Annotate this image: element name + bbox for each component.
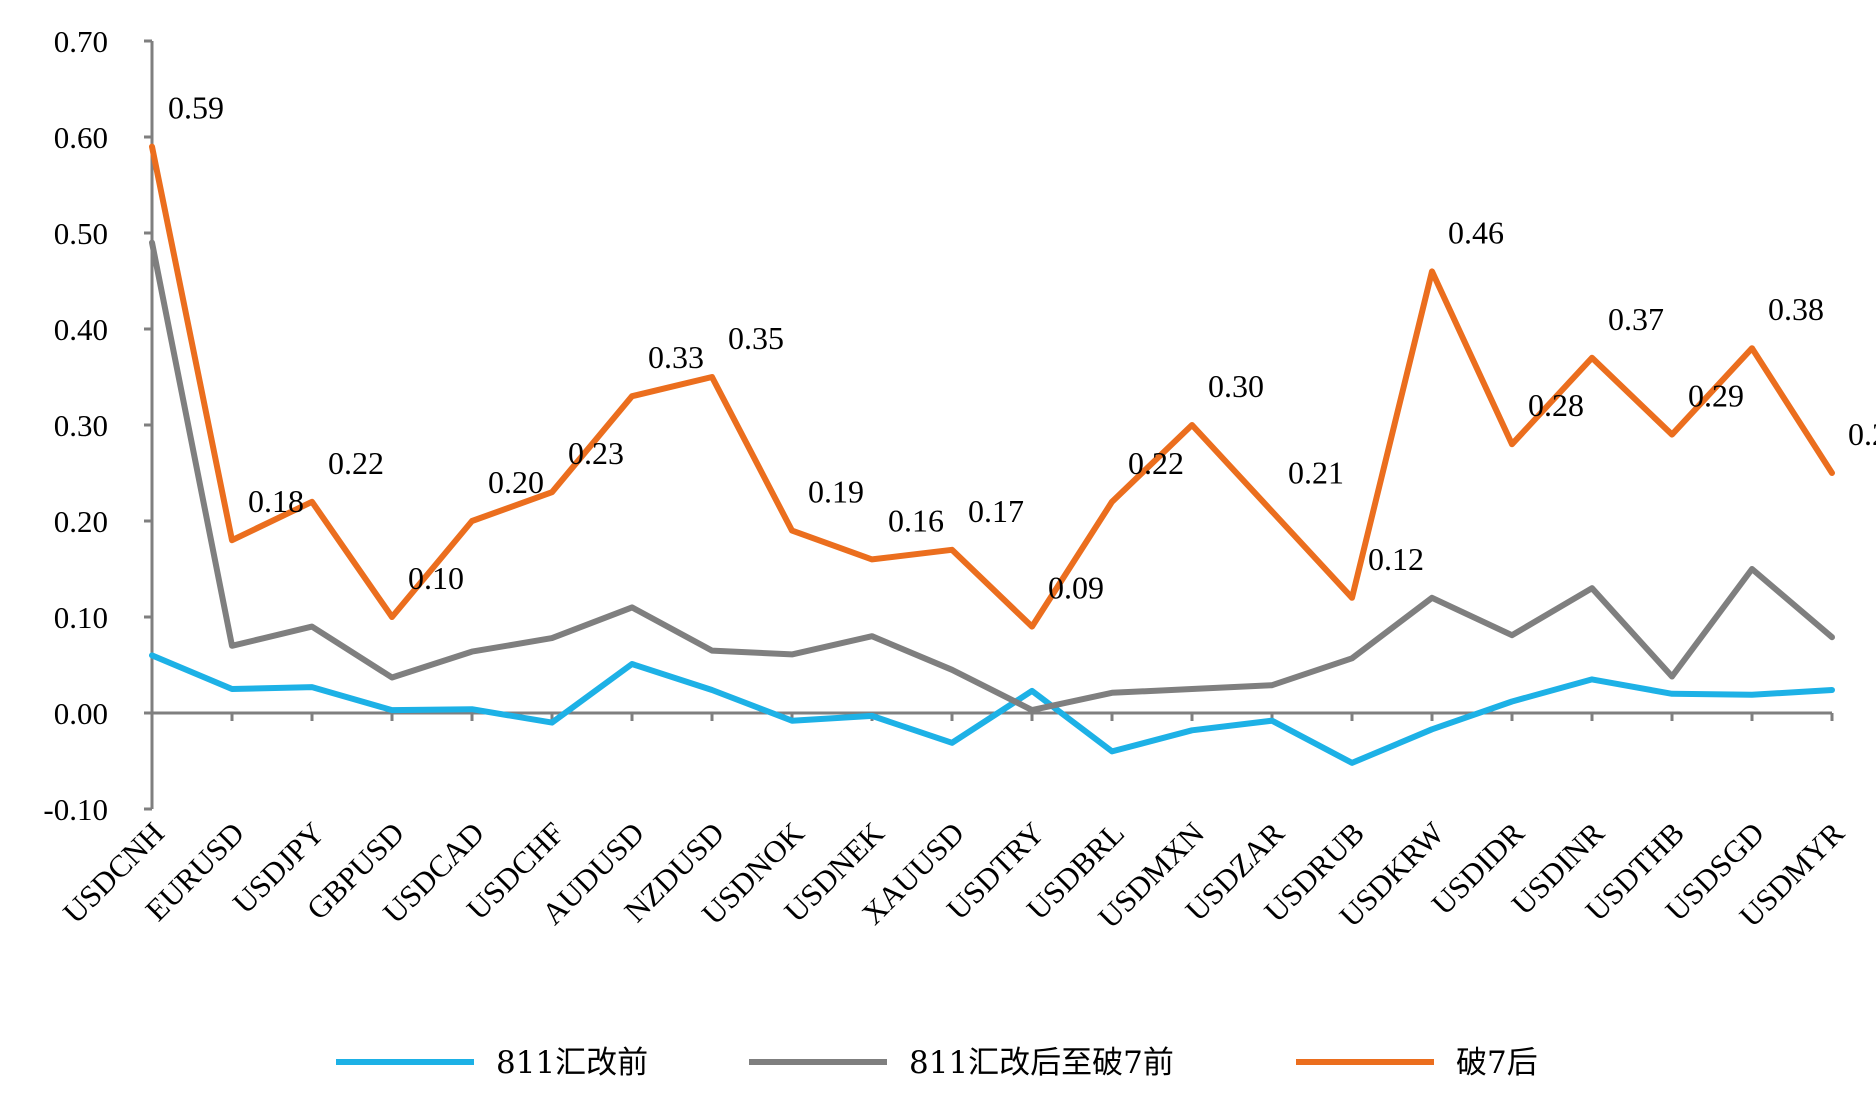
data-label: 0.59	[168, 90, 224, 126]
data-label: 0.20	[488, 464, 544, 500]
data-label: 0.28	[1528, 387, 1584, 423]
data-label: 0.30	[1208, 368, 1264, 404]
data-label: 0.25	[1848, 416, 1876, 452]
data-label: 0.35	[728, 320, 784, 356]
data-label: 0.21	[1288, 454, 1344, 490]
legend-label-1: 811汇改后至破7前	[909, 1045, 1174, 1081]
series-lines	[149, 143, 1835, 766]
y-tick-label: -0.10	[43, 792, 108, 827]
data-label: 0.33	[648, 339, 704, 375]
legend-label-2: 破7后	[1456, 1045, 1538, 1081]
series-line-0	[149, 652, 1835, 766]
data-label: 0.19	[808, 474, 864, 510]
data-label: 0.16	[888, 502, 944, 538]
axes: 0.700.600.500.400.300.200.100.00-0.10USD…	[43, 24, 1851, 935]
data-label: 0.38	[1768, 291, 1824, 327]
data-label: 0.37	[1608, 301, 1664, 337]
legend-label-0: 811汇改前	[496, 1045, 648, 1081]
data-label: 0.22	[328, 445, 384, 481]
data-label: 0.12	[1368, 541, 1424, 577]
data-label: 0.17	[968, 493, 1024, 529]
data-label: 0.22	[1128, 445, 1184, 481]
y-tick-label: 0.50	[54, 216, 108, 251]
data-label: 0.10	[408, 560, 464, 596]
data-labels: 0.59 0.18 0.22 0.10 0.20 0.23 0.33 0.35 0.19 0.16…	[168, 90, 1876, 606]
y-tick-label: 0.20	[54, 504, 108, 539]
data-label: 0.23	[568, 435, 624, 471]
y-tick-label: 0.60	[54, 120, 108, 155]
series-line-1	[149, 239, 1835, 714]
y-tick-label: 0.70	[54, 24, 108, 59]
y-tick-label: 0.10	[54, 600, 108, 635]
data-label: 0.18	[248, 483, 304, 519]
data-label: 0.46	[1448, 214, 1504, 250]
series-line-2	[149, 143, 1835, 630]
y-tick-label: 0.40	[54, 312, 108, 347]
data-label: 0.09	[1048, 570, 1104, 606]
y-tick-label: 0.30	[54, 408, 108, 443]
data-label: 0.29	[1688, 378, 1744, 414]
y-tick-label: 0.00	[54, 696, 108, 731]
legend: 811汇改前 811汇改后至破7前 破7后	[336, 1045, 1538, 1081]
